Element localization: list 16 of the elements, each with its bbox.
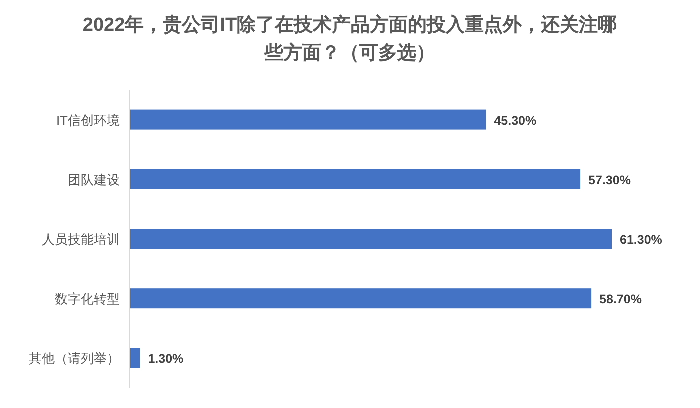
y-tick-label: 其他（请列举） (29, 351, 120, 366)
data-label: 1.30% (148, 352, 184, 366)
y-tick-label: IT信创环境 (56, 112, 120, 128)
data-label: 61.30% (620, 233, 662, 247)
bar (130, 169, 581, 190)
y-tick-label: 数字化转型 (55, 292, 120, 307)
bar (130, 288, 592, 309)
data-label: 57.30% (588, 173, 631, 188)
y-tick-label: 团队建设 (68, 172, 120, 188)
data-label: 58.70% (600, 292, 642, 307)
bar (130, 110, 486, 130)
bar (130, 348, 140, 368)
bar (130, 229, 612, 249)
y-tick-label: 人员技能培训 (42, 232, 120, 247)
data-label: 45.30% (494, 114, 537, 128)
chart-title: 2022年，贵公司IT除了在技术产品方面的投入重点外，还关注哪些方面？（可多选） (82, 14, 618, 66)
